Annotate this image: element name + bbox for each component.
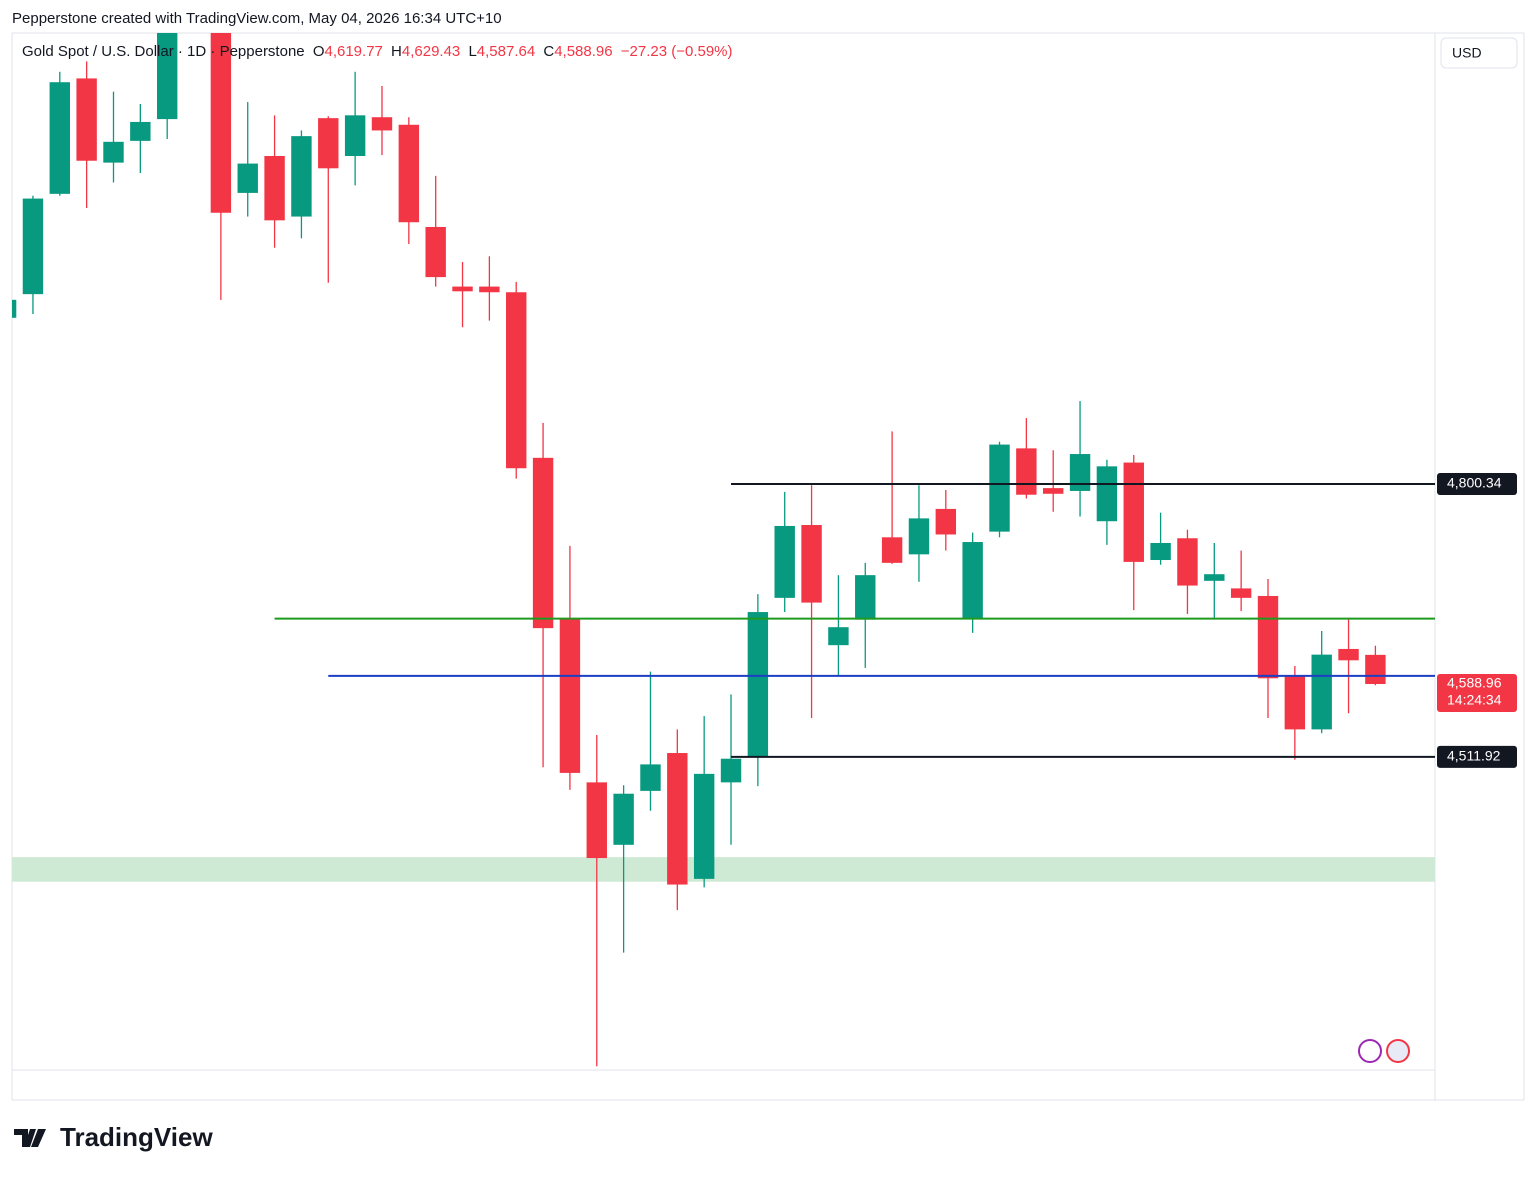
level-label-box	[1437, 473, 1517, 496]
body	[156, 33, 178, 120]
body	[22, 198, 44, 295]
body	[1230, 588, 1252, 598]
body	[989, 444, 1010, 532]
body	[559, 618, 581, 773]
logo: TradingView	[14, 1122, 213, 1152]
body	[76, 78, 97, 161]
body	[318, 118, 339, 169]
high: 4,629.43	[402, 43, 460, 60]
body	[344, 115, 366, 157]
body	[49, 82, 70, 194]
body	[1096, 466, 1118, 522]
level-label: 4,800.34	[1447, 475, 1502, 491]
zone	[12, 857, 1435, 882]
low: 4,587.64	[477, 43, 535, 60]
body	[1069, 454, 1091, 491]
body	[962, 542, 983, 619]
body	[452, 286, 473, 292]
body	[1177, 538, 1198, 586]
body	[747, 612, 769, 757]
logo-text: TradingView	[60, 1122, 213, 1152]
body	[908, 518, 930, 555]
body	[855, 575, 876, 620]
level-label: 4,511.92	[1447, 748, 1501, 764]
body	[801, 525, 822, 603]
body	[693, 773, 715, 879]
body	[1311, 654, 1332, 730]
body	[264, 156, 285, 221]
change: −27.23 (−0.59%)	[621, 43, 733, 60]
body	[774, 525, 795, 598]
body	[479, 286, 500, 293]
icon[interactable]	[1386, 1039, 1410, 1063]
body	[640, 764, 661, 791]
body	[425, 226, 446, 278]
body	[103, 141, 124, 163]
l: L	[468, 43, 476, 60]
symbol: Gold Spot / U.S. Dollar · 1D · Peppersto…	[22, 43, 305, 60]
frame	[11, 32, 1525, 1101]
body	[667, 753, 688, 885]
o: O	[313, 43, 325, 60]
body	[130, 121, 151, 141]
plot	[12, 33, 1435, 1067]
body	[237, 163, 258, 193]
price-box	[1437, 674, 1517, 713]
body	[398, 124, 420, 223]
body	[210, 33, 232, 213]
body	[1365, 654, 1386, 685]
currency[interactable]: USD	[1452, 45, 1482, 61]
open: 4,619.77	[324, 43, 382, 60]
body	[532, 457, 554, 629]
body	[1204, 574, 1225, 581]
body	[828, 627, 849, 646]
body	[1016, 448, 1037, 495]
level-label-box	[1437, 745, 1517, 768]
legend: Gold Spot / U.S. Dollar · 1D · Peppersto…	[22, 43, 733, 60]
body	[935, 508, 957, 535]
body	[1257, 595, 1279, 679]
body	[720, 758, 742, 783]
icon[interactable]	[1358, 1039, 1382, 1063]
currency-box[interactable]	[1440, 37, 1518, 69]
body	[1043, 488, 1064, 494]
credit: Pepperstone created with TradingView.com…	[12, 10, 502, 27]
body	[291, 136, 312, 217]
body	[613, 793, 634, 845]
body	[1284, 676, 1306, 730]
countdown: 14:24:34	[1447, 692, 1502, 708]
body	[371, 117, 393, 131]
body	[881, 537, 903, 563]
body	[586, 782, 607, 859]
body	[1338, 648, 1359, 661]
h: H	[391, 43, 402, 60]
body	[12, 299, 17, 318]
price-label: 4,588.96	[1447, 675, 1502, 691]
body	[1150, 542, 1171, 561]
body	[1123, 462, 1144, 562]
c: C	[543, 43, 554, 60]
body	[506, 292, 527, 469]
close: 4,588.96	[554, 43, 612, 60]
